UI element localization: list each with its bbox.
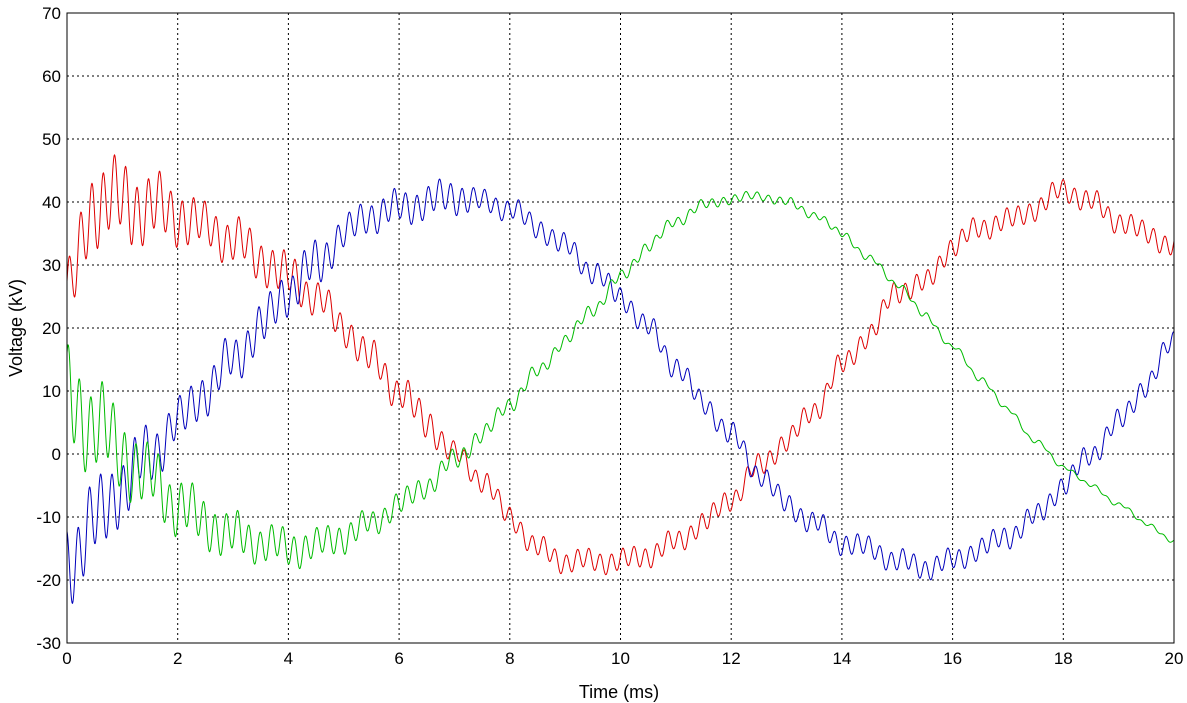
y-tick-label: 40 <box>42 193 61 212</box>
x-tick-label: 16 <box>943 649 962 668</box>
y-tick-label: 10 <box>42 382 61 401</box>
y-tick-label: -30 <box>36 634 61 653</box>
y-tick-label: 50 <box>42 130 61 149</box>
series-line-3 <box>66 190 1175 570</box>
x-tick-label: 20 <box>1165 649 1184 668</box>
x-tick-label: 8 <box>505 649 514 668</box>
y-tick-label: -20 <box>36 571 61 590</box>
x-tick-label: 14 <box>832 649 851 668</box>
x-axis-title: Time (ms) <box>579 682 659 702</box>
x-axis-ticks: 0 2 4 6 8 10 12 14 16 18 20 <box>62 649 1183 668</box>
y-axis-title: Voltage (kV) <box>6 279 26 377</box>
series-line-1 <box>66 154 1175 576</box>
y-tick-label: 0 <box>52 445 61 464</box>
y-tick-label: 70 <box>42 4 61 23</box>
x-tick-label: 6 <box>394 649 403 668</box>
y-tick-label: 30 <box>42 256 61 275</box>
x-tick-label: 10 <box>611 649 630 668</box>
plot-frame <box>66 12 1175 644</box>
series-line-2 <box>66 178 1175 604</box>
x-tick-label: 18 <box>1054 649 1073 668</box>
grid <box>67 13 1174 643</box>
x-tick-label: 4 <box>284 649 293 668</box>
x-tick-label: 2 <box>173 649 182 668</box>
y-tick-label: 20 <box>42 319 61 338</box>
x-tick-label: 12 <box>722 649 741 668</box>
y-tick-label: -10 <box>36 508 61 527</box>
y-axis-ticks: -30 -20 -10 0 10 20 30 40 50 60 70 <box>36 4 61 653</box>
series-group <box>66 154 1175 604</box>
y-tick-label: 60 <box>42 67 61 86</box>
x-tick-label: 0 <box>62 649 71 668</box>
